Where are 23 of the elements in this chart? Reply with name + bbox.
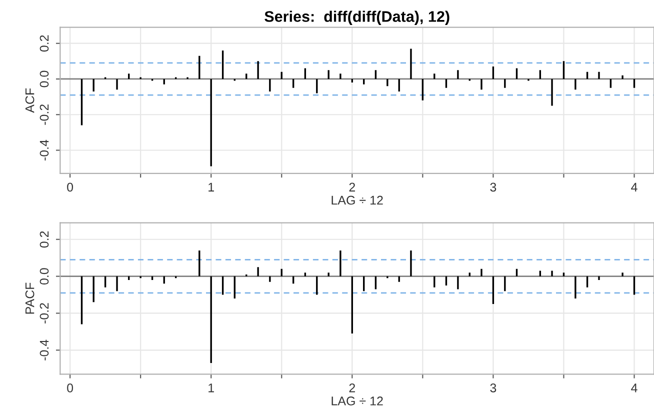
x-tick-label: 4: [631, 384, 638, 392]
y-tick-label: -0.2: [40, 104, 49, 125]
y-tick-label: -0.2: [40, 303, 49, 324]
y-tick-label: 0.2: [40, 231, 49, 248]
y-tick-label: 0.0: [40, 268, 49, 284]
y-tick-label: 0.2: [40, 35, 49, 52]
x-tick-label: 3: [490, 182, 496, 192]
x-tick-label: 0: [67, 182, 74, 192]
x-axis-title: LAG ÷ 12: [332, 196, 383, 205]
x-axis-title: LAG ÷ 12: [332, 396, 383, 406]
y-axis-title: ACF: [25, 88, 34, 113]
y-tick-label: 0.0: [40, 70, 49, 88]
x-tick-label: 2: [349, 182, 355, 192]
x-tick-label: 1: [208, 384, 214, 392]
x-tick-label: 2: [349, 383, 355, 392]
x-tick-label: 0: [67, 383, 74, 392]
y-tick-label: -0.4: [40, 140, 49, 160]
x-tick-label: 4: [631, 182, 638, 192]
x-tick-label: 1: [208, 182, 214, 192]
y-tick-label: -0.4: [40, 340, 49, 360]
chart-title: Series: diff(diff(Data), 12): [264, 10, 450, 25]
y-axis-title: PACF: [25, 282, 34, 314]
x-tick-label: 3: [490, 383, 496, 392]
